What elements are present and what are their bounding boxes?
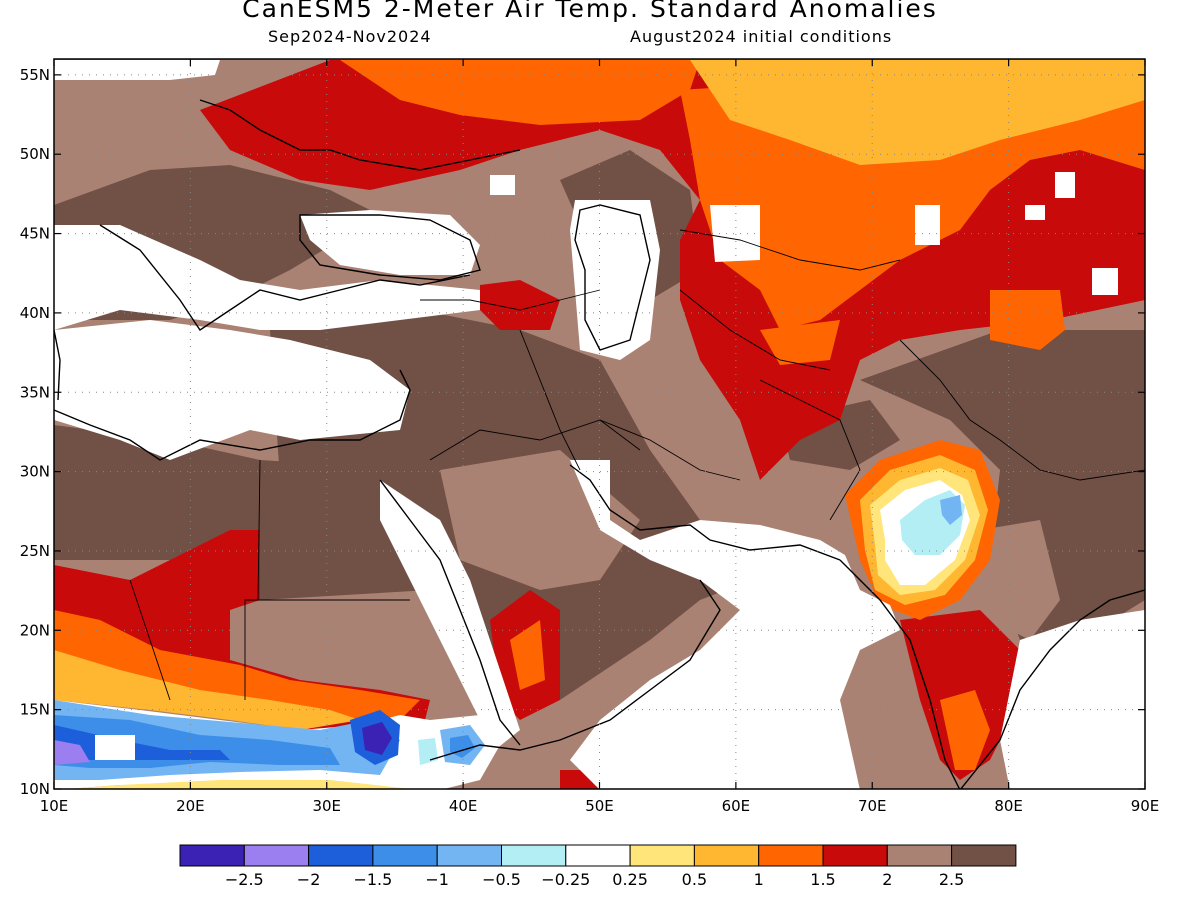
lat-tick-label: 10N xyxy=(20,780,50,798)
lat-tick-label: 15N xyxy=(20,701,50,719)
lat-tick-label: 25N xyxy=(20,542,50,560)
forecast-period: Sep2024-Nov2024 xyxy=(268,27,432,46)
dark-brown-zone-north-africa xyxy=(54,425,430,600)
lat-tick-label: 55N xyxy=(20,66,50,84)
orange-zone-north xyxy=(340,60,700,125)
colorbar-label: −2.5 xyxy=(225,870,264,889)
coastlines xyxy=(54,99,1145,789)
lon-tick-label: 60E xyxy=(722,797,751,815)
colorbar-swatch xyxy=(886,844,953,867)
colorbar-label: 2.5 xyxy=(939,870,964,889)
lon-tick-label: 50E xyxy=(585,797,614,815)
colorbar-label: 0.5 xyxy=(682,870,707,889)
colorbar-swatch xyxy=(758,844,824,867)
lon-tick-label: 10E xyxy=(40,797,69,815)
lat-tick-label: 30N xyxy=(20,463,50,481)
colorbar-label: −0.5 xyxy=(482,870,521,889)
lon-tick-label: 80E xyxy=(994,797,1023,815)
amber-zone-north xyxy=(690,60,1145,165)
lon-tick-label: 30E xyxy=(312,797,341,815)
lat-tick-label: 50N xyxy=(20,145,50,163)
lon-tick-label: 40E xyxy=(449,797,478,815)
colorbar-swatch xyxy=(629,844,695,867)
strong-cold-core xyxy=(362,722,392,755)
colorbar-label: 1.5 xyxy=(810,870,835,889)
colorbar-swatch xyxy=(436,844,503,867)
colorbar-swatch xyxy=(372,844,438,867)
colorbar-swatch xyxy=(243,844,310,867)
initial-conditions: August2024 initial conditions xyxy=(630,27,893,46)
axis-ticks: 10E 20E 30E 40E 50E 60E 70E 80E 90E 10N 15N 20N 25N 3… xyxy=(20,59,1160,815)
colorbar-swatch xyxy=(822,844,888,867)
colorbar-label: −1.5 xyxy=(353,870,392,889)
colorbar-label: 1 xyxy=(754,870,764,889)
map-title: CanESM5 2-Meter Air Temp. Standard Anoma… xyxy=(242,0,938,23)
colorbar-label: −1 xyxy=(425,870,449,889)
colorbar-label: −0.25 xyxy=(541,870,590,889)
colorbar-swatch xyxy=(693,844,760,867)
lat-tick-label: 35N xyxy=(20,383,50,401)
colorbar-label: 2 xyxy=(882,870,892,889)
colorbar-label: 0.25 xyxy=(612,870,648,889)
graticule xyxy=(54,59,1145,789)
lat-tick-label: 40N xyxy=(20,304,50,322)
lat-tick-label: 45N xyxy=(20,225,50,243)
country-borders xyxy=(129,229,1145,701)
anomaly-fill-layer xyxy=(54,59,1145,789)
colorbar-swatch xyxy=(951,844,1017,867)
colorbar-swatch xyxy=(308,844,374,867)
lon-tick-label: 20E xyxy=(176,797,205,815)
masked-no-data-areas xyxy=(54,60,1145,789)
lat-tick-label: 20N xyxy=(20,621,50,639)
colorbar-swatch xyxy=(179,844,245,867)
colorbar-label: −2 xyxy=(297,870,321,889)
lon-tick-label: 90E xyxy=(1131,797,1160,815)
dark-brown-zone-south-asia xyxy=(860,330,1145,640)
colorbar-swatch xyxy=(565,844,631,867)
colorbar-swatch xyxy=(501,844,567,867)
colorbar: −2.5 −2 −1.5 −1 −0.5 −0.25 0.25 0.5 1 1.5 2 2.5 xyxy=(179,844,1017,889)
lon-tick-label: 70E xyxy=(858,797,887,815)
